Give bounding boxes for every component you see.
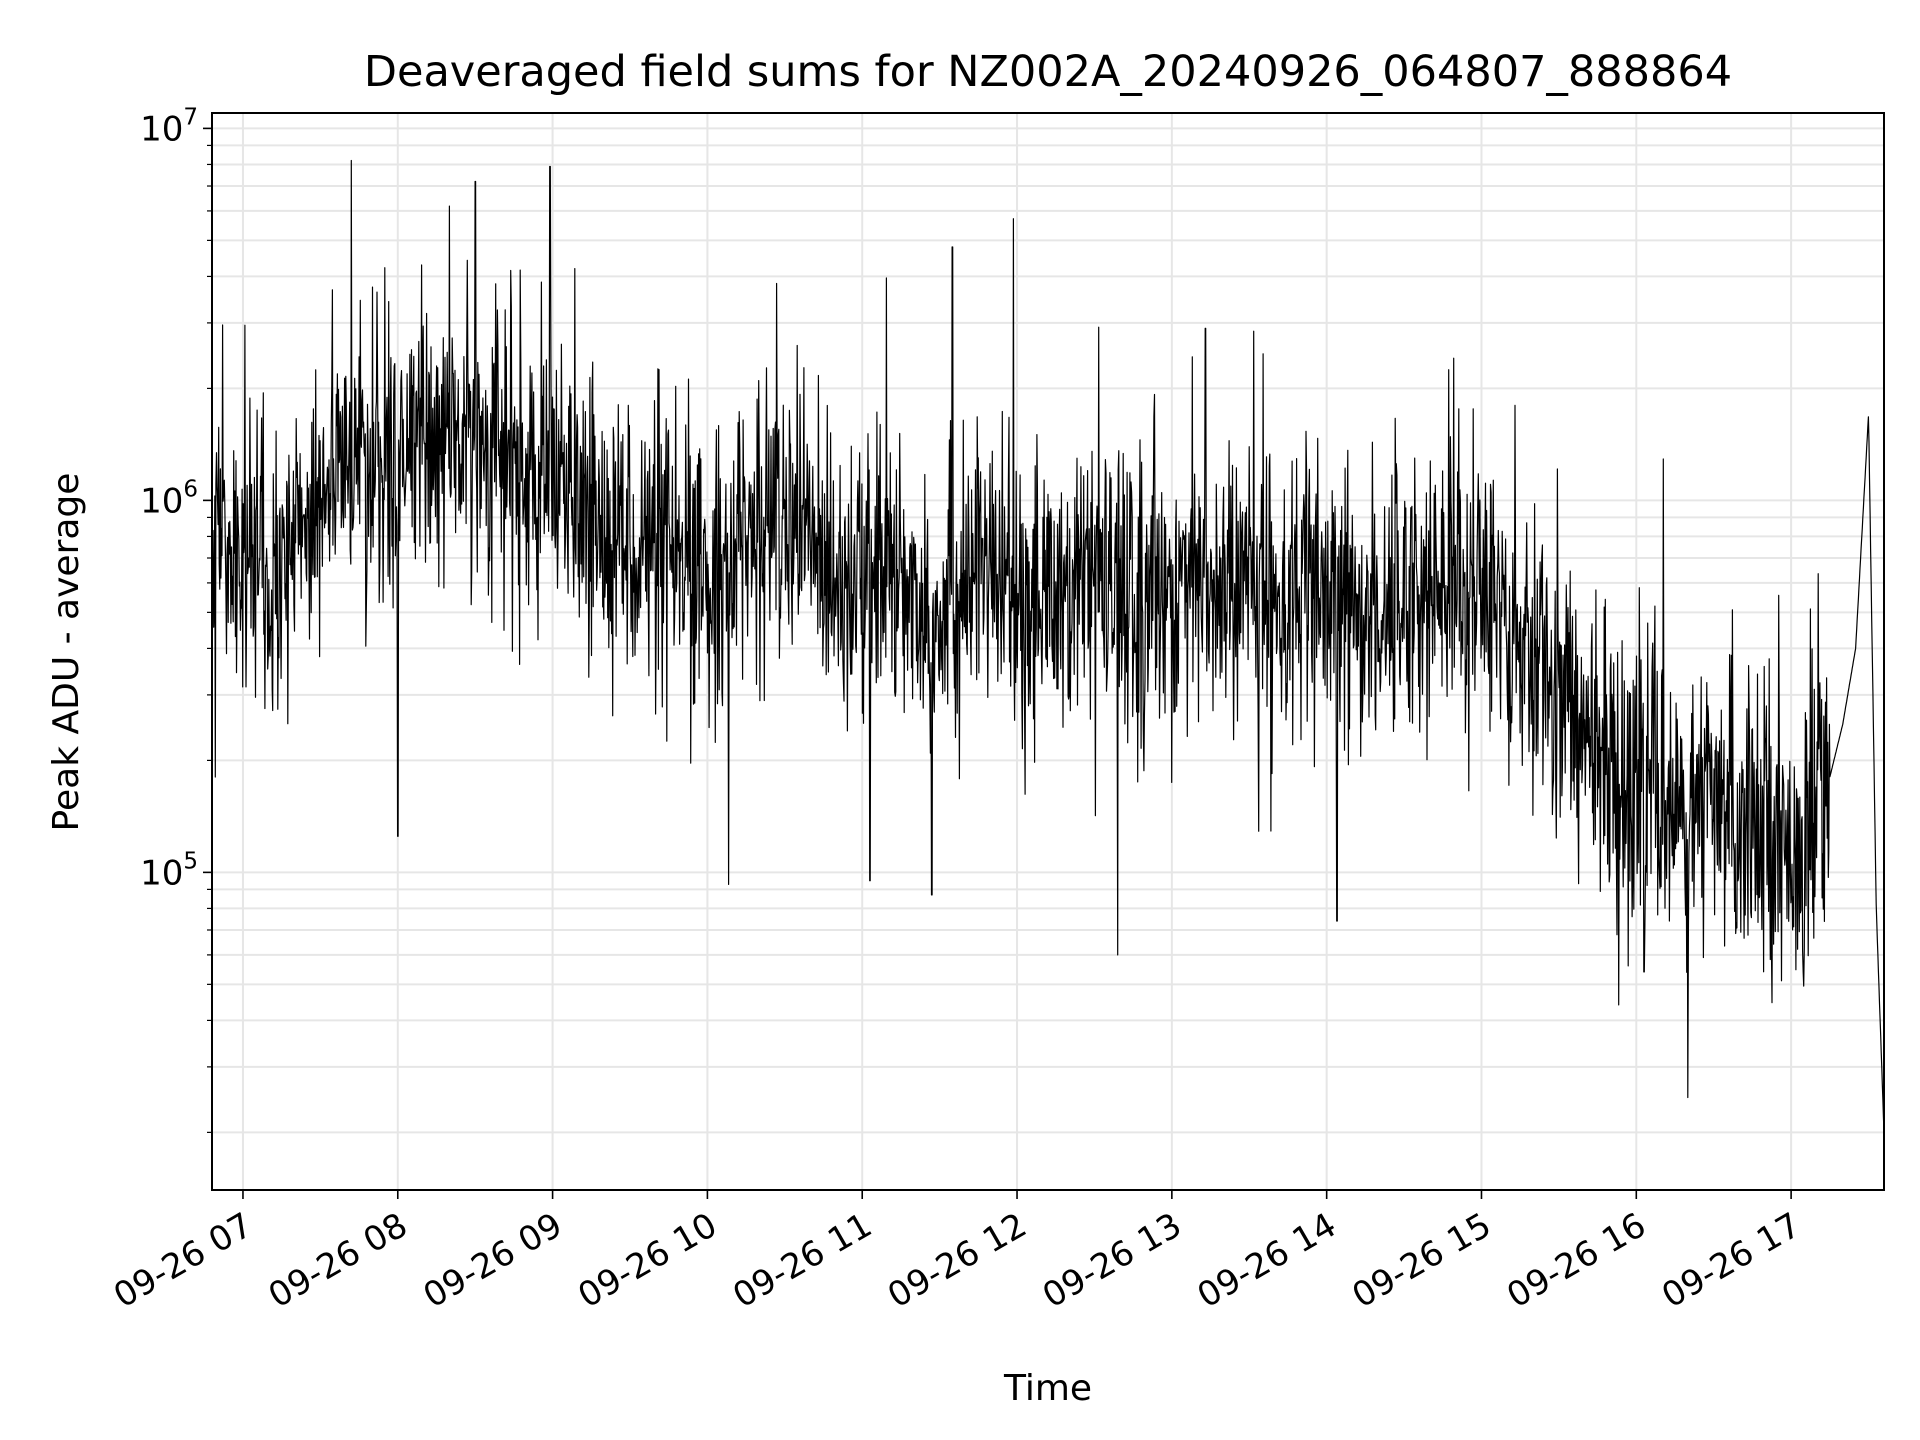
y-axis-label: Peak ADU - average — [46, 473, 87, 832]
y-tick-label: 105 — [140, 848, 198, 893]
plot-frame — [211, 112, 1885, 1191]
y-tick-label: 107 — [140, 104, 198, 149]
chart-title: Deaveraged field sums for NZ002A_2024092… — [364, 47, 1732, 97]
x-axis-label: Time — [1003, 1368, 1092, 1409]
series-line — [211, 159, 1885, 1133]
y-axis: 105 106 107 — [140, 104, 212, 1133]
y-tick-label: 106 — [140, 476, 198, 521]
series-group — [211, 159, 1885, 1133]
